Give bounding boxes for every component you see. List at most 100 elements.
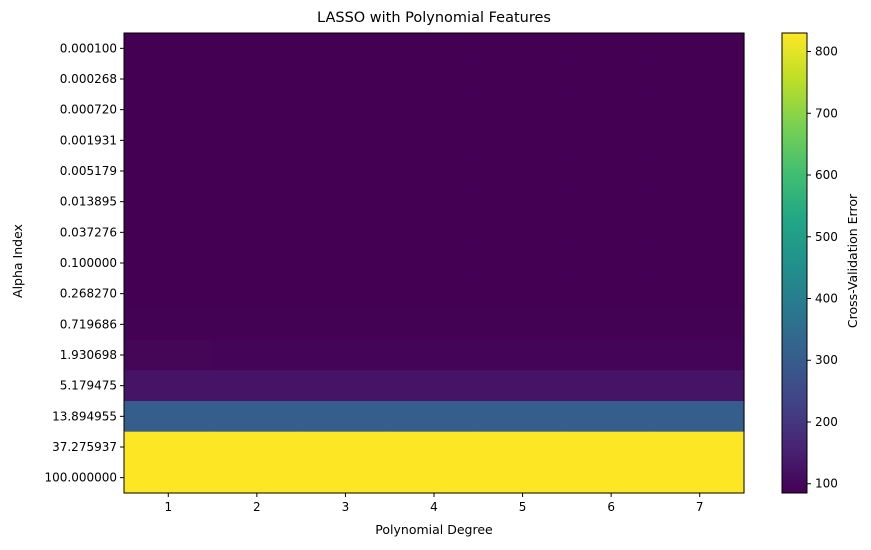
heatmap-cell	[301, 401, 391, 433]
heatmap-cell	[655, 278, 745, 310]
heatmap-cell	[124, 63, 214, 95]
heatmap-cell	[566, 155, 657, 187]
heatmap-cell	[124, 125, 214, 157]
heatmap-cell	[655, 217, 745, 249]
heatmap-cell	[478, 278, 568, 310]
y-tick-label: 0.000720	[60, 103, 117, 117]
heatmap-cell	[301, 247, 391, 279]
x-tick-label: 2	[253, 500, 261, 514]
y-tick-label: 0.000100	[60, 41, 117, 55]
heatmap-cell	[478, 401, 568, 433]
y-tick-label: 0.037276	[60, 225, 117, 239]
heatmap-cell	[124, 186, 214, 218]
heatmap-cell	[301, 63, 391, 95]
heatmap-cell	[566, 217, 657, 249]
heatmap-cell	[124, 217, 214, 249]
x-tick-label: 6	[607, 500, 615, 514]
heatmap-cell	[212, 247, 302, 279]
heatmap-cell	[301, 462, 391, 494]
y-tick-label: 0.005179	[60, 164, 117, 178]
y-tick-label: 1.930698	[60, 348, 117, 362]
y-tick-label: 13.894955	[52, 409, 117, 423]
x-axis-ticks: 1 2 3 4 5 6 7	[164, 493, 704, 514]
heatmap-cell	[655, 33, 745, 65]
heatmap-cell	[389, 186, 479, 218]
colorbar-tick-label: 700	[815, 106, 838, 120]
x-axis-label: Polynomial Degree	[375, 522, 493, 537]
heatmap-cell	[212, 309, 302, 341]
heatmap-cell	[478, 247, 568, 279]
heatmap-cell	[212, 217, 302, 249]
heatmap-cell	[124, 370, 214, 402]
heatmap-cell	[301, 309, 391, 341]
y-tick-label: 0.001931	[60, 133, 117, 147]
colorbar-tick-label: 300	[815, 353, 838, 367]
heatmap-cell	[566, 309, 657, 341]
heatmap-cell	[566, 247, 657, 279]
heatmap-cell	[389, 462, 479, 494]
heatmap-cell	[389, 125, 479, 157]
heatmap-cell	[566, 63, 657, 95]
heatmap-cell	[212, 125, 302, 157]
heatmap-cell	[478, 155, 568, 187]
heatmap-cell	[566, 125, 657, 157]
heatmap-cell	[301, 186, 391, 218]
colorbar-tick-label: 400	[815, 292, 838, 306]
heatmap-cell	[566, 339, 657, 371]
heatmap-cell	[655, 339, 745, 371]
heatmap-cell	[478, 431, 568, 463]
heatmap-cell	[124, 401, 214, 433]
x-tick-label: 1	[164, 500, 172, 514]
heatmap-cell	[212, 278, 302, 310]
heatmap-cell	[212, 431, 302, 463]
heatmap-cell	[566, 186, 657, 218]
y-axis-label: Alpha Index	[10, 224, 25, 298]
heatmap-cell	[566, 431, 657, 463]
heatmap-cell	[655, 94, 745, 126]
heatmap-cell	[389, 33, 479, 65]
y-tick-label: 5.179475	[60, 379, 117, 393]
heatmap-cell	[389, 339, 479, 371]
x-tick-label: 5	[519, 500, 527, 514]
heatmap-cell	[212, 155, 302, 187]
y-tick-label: 0.013895	[60, 195, 117, 209]
heatmap-cell	[478, 339, 568, 371]
heatmap-cell	[566, 462, 657, 494]
heatmap-cell	[389, 63, 479, 95]
colorbar-tick-label: 200	[815, 415, 838, 429]
heatmap-cell	[124, 278, 214, 310]
y-tick-label: 0.268270	[60, 287, 117, 301]
colorbar-tick-label: 100	[815, 477, 838, 491]
heatmap-cell	[124, 309, 214, 341]
heatmap-cell	[301, 278, 391, 310]
heatmap-cell	[212, 33, 302, 65]
heatmap-cell	[389, 431, 479, 463]
heatmap-cell	[124, 155, 214, 187]
heatmap-cell	[212, 186, 302, 218]
heatmap-cell	[301, 339, 391, 371]
heatmap-cell	[212, 401, 302, 433]
heatmap-cell	[655, 155, 745, 187]
heatmap-cell	[566, 33, 657, 65]
y-tick-label: 0.719686	[60, 317, 117, 331]
heatmap-cell	[301, 431, 391, 463]
y-axis-ticks: 0.000100 0.000268 0.000720 0.001931 0.005179…	[44, 41, 124, 485]
heatmap-cell	[389, 309, 479, 341]
heatmap-cell	[655, 370, 745, 402]
heatmap-cell	[389, 278, 479, 310]
heatmap-cell	[566, 278, 657, 310]
y-tick-label: 37.275937	[52, 440, 117, 454]
heatmap-cell	[301, 370, 391, 402]
x-tick-label: 7	[696, 500, 704, 514]
y-tick-label: 100.000000	[44, 471, 117, 485]
y-tick-label: 0.100000	[60, 256, 117, 270]
chart-title: LASSO with Polynomial Features	[317, 10, 551, 26]
heatmap-cell	[389, 370, 479, 402]
heatmap-cell	[389, 247, 479, 279]
heatmap-cell	[478, 370, 568, 402]
heatmap-cell	[124, 247, 214, 279]
heatmap-cell	[124, 431, 214, 463]
heatmap-cell	[212, 462, 302, 494]
heatmap-cell	[301, 217, 391, 249]
